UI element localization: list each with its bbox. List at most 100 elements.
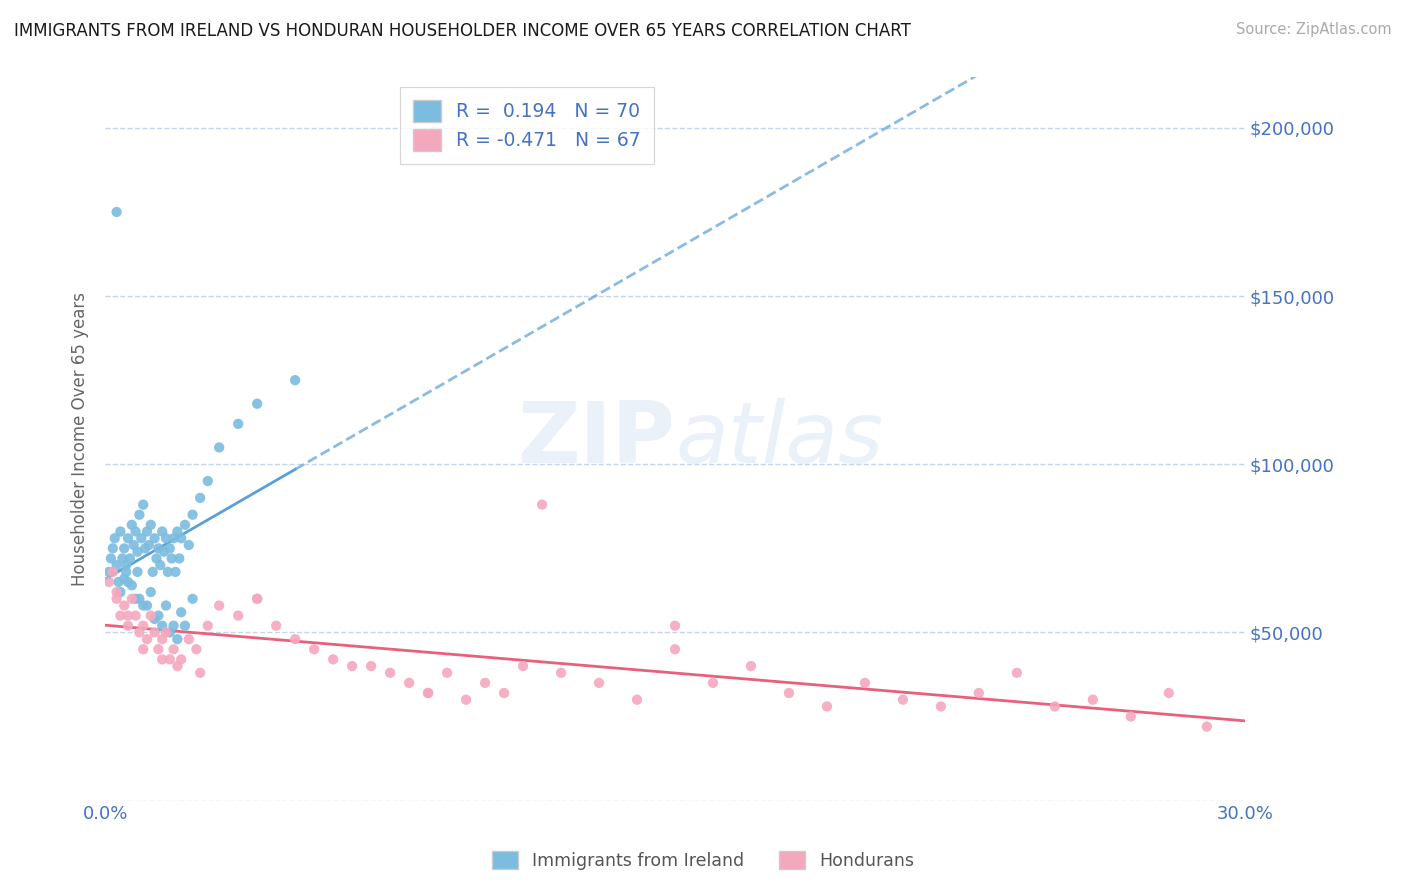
Point	[134, 541, 156, 556]
Point	[101, 541, 124, 556]
Point	[155, 531, 177, 545]
Point	[139, 608, 162, 623]
Point	[117, 618, 139, 632]
Point	[128, 591, 150, 606]
Point	[136, 632, 159, 647]
Point	[110, 585, 132, 599]
Point	[122, 538, 145, 552]
Point	[143, 612, 166, 626]
Point	[112, 541, 135, 556]
Point	[416, 686, 439, 700]
Point	[454, 692, 477, 706]
Point	[1081, 692, 1104, 706]
Point	[150, 632, 173, 647]
Point	[246, 397, 269, 411]
Point	[967, 686, 990, 700]
Point	[588, 676, 610, 690]
Point	[1005, 665, 1028, 680]
Point	[159, 652, 181, 666]
Point	[664, 642, 686, 657]
Point	[1043, 699, 1066, 714]
Point	[115, 565, 138, 579]
Point	[340, 659, 363, 673]
Point	[121, 591, 143, 606]
Y-axis label: Householder Income Over 65 years: Householder Income Over 65 years	[72, 292, 89, 586]
Point	[110, 524, 132, 539]
Point	[186, 642, 208, 657]
Point	[150, 652, 173, 666]
Point	[132, 498, 155, 512]
Point	[155, 625, 177, 640]
Point	[155, 599, 177, 613]
Point	[124, 524, 146, 539]
Point	[284, 632, 307, 647]
Point	[105, 558, 128, 573]
Point	[284, 373, 307, 387]
Point	[208, 599, 231, 613]
Point	[550, 665, 572, 680]
Point	[398, 676, 420, 690]
Legend: Immigrants from Ireland, Hondurans: Immigrants from Ireland, Hondurans	[484, 843, 922, 879]
Point	[112, 572, 135, 586]
Point	[124, 608, 146, 623]
Point	[436, 665, 458, 680]
Point	[101, 565, 124, 579]
Point	[360, 659, 382, 673]
Point	[512, 659, 534, 673]
Point	[474, 676, 496, 690]
Point	[105, 205, 128, 219]
Point	[121, 578, 143, 592]
Point	[107, 574, 129, 589]
Point	[148, 642, 170, 657]
Text: Source: ZipAtlas.com: Source: ZipAtlas.com	[1236, 22, 1392, 37]
Point	[104, 531, 127, 545]
Point	[208, 441, 231, 455]
Point	[160, 551, 183, 566]
Text: atlas: atlas	[675, 398, 883, 481]
Point	[139, 517, 162, 532]
Point	[162, 642, 184, 657]
Point	[149, 558, 172, 573]
Point	[148, 608, 170, 623]
Point	[136, 599, 159, 613]
Point	[1119, 709, 1142, 723]
Point	[127, 545, 149, 559]
Point	[181, 591, 204, 606]
Point	[128, 508, 150, 522]
Point	[128, 625, 150, 640]
Point	[166, 659, 188, 673]
Legend: R =  0.194   N = 70, R = -0.471   N = 67: R = 0.194 N = 70, R = -0.471 N = 67	[399, 87, 654, 164]
Point	[1157, 686, 1180, 700]
Point	[778, 686, 800, 700]
Point	[142, 565, 165, 579]
Point	[226, 417, 249, 431]
Text: IMMIGRANTS FROM IRELAND VS HONDURAN HOUSEHOLDER INCOME OVER 65 YEARS CORRELATION: IMMIGRANTS FROM IRELAND VS HONDURAN HOUS…	[14, 22, 911, 40]
Text: ZIP: ZIP	[517, 398, 675, 481]
Point	[188, 665, 211, 680]
Point	[166, 632, 188, 647]
Point	[118, 551, 141, 566]
Point	[170, 531, 193, 545]
Point	[162, 531, 184, 545]
Point	[115, 558, 138, 573]
Point	[177, 538, 200, 552]
Point	[110, 608, 132, 623]
Point	[740, 659, 762, 673]
Point	[143, 531, 166, 545]
Point	[378, 665, 401, 680]
Point	[112, 599, 135, 613]
Point	[177, 632, 200, 647]
Point	[156, 565, 179, 579]
Point	[246, 591, 269, 606]
Point	[170, 605, 193, 619]
Point	[181, 508, 204, 522]
Point	[626, 692, 648, 706]
Point	[139, 585, 162, 599]
Point	[132, 599, 155, 613]
Point	[117, 608, 139, 623]
Point	[162, 618, 184, 632]
Point	[145, 551, 167, 566]
Point	[302, 642, 325, 657]
Point	[891, 692, 914, 706]
Point	[853, 676, 876, 690]
